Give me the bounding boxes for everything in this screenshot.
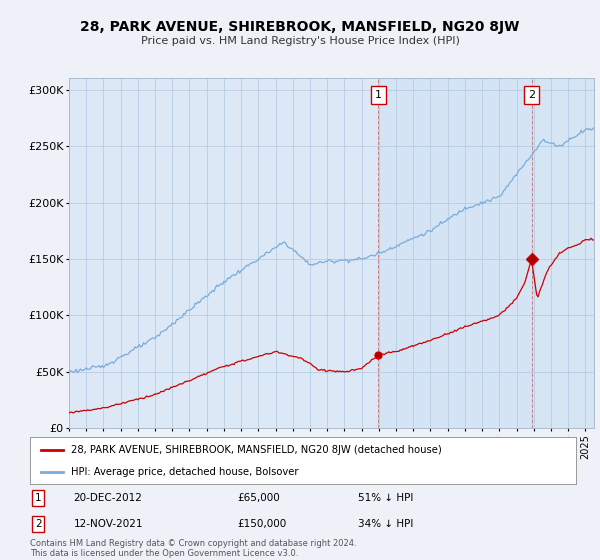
Text: £150,000: £150,000 (238, 519, 287, 529)
Text: £65,000: £65,000 (238, 493, 280, 503)
Text: 20-DEC-2012: 20-DEC-2012 (74, 493, 143, 503)
Bar (532, 78, 594, 428)
Text: HPI: Average price, detached house, Bolsover: HPI: Average price, detached house, Bols… (71, 466, 298, 477)
Text: Price paid vs. HM Land Registry's House Price Index (HPI): Price paid vs. HM Land Registry's House … (140, 36, 460, 46)
Text: 12-NOV-2021: 12-NOV-2021 (74, 519, 143, 529)
Text: 2: 2 (528, 90, 535, 100)
Text: Contains HM Land Registry data © Crown copyright and database right 2024.
This d: Contains HM Land Registry data © Crown c… (30, 539, 356, 558)
Bar (379, 78, 532, 428)
Text: 1: 1 (35, 493, 41, 503)
Text: 2: 2 (35, 519, 41, 529)
Text: 28, PARK AVENUE, SHIREBROOK, MANSFIELD, NG20 8JW (detached house): 28, PARK AVENUE, SHIREBROOK, MANSFIELD, … (71, 445, 442, 455)
Text: 34% ↓ HPI: 34% ↓ HPI (358, 519, 413, 529)
Text: 51% ↓ HPI: 51% ↓ HPI (358, 493, 413, 503)
Text: 28, PARK AVENUE, SHIREBROOK, MANSFIELD, NG20 8JW: 28, PARK AVENUE, SHIREBROOK, MANSFIELD, … (80, 20, 520, 34)
Text: 1: 1 (375, 90, 382, 100)
